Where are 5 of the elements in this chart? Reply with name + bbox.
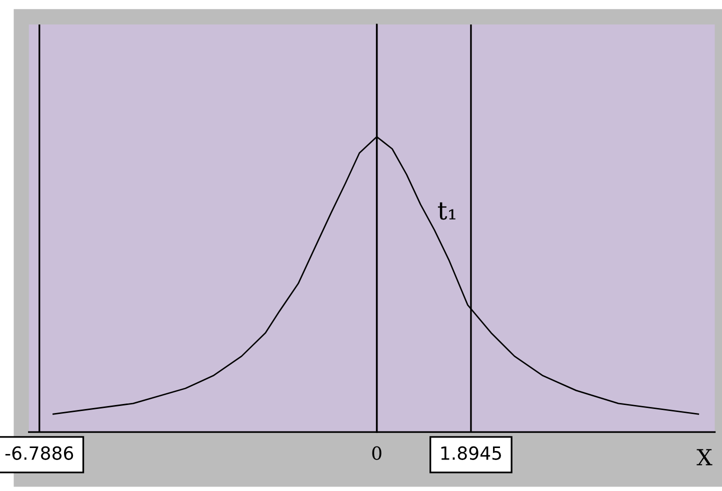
x-tick-label: 1.8945	[441, 446, 501, 460]
x-axis-title: X	[696, 449, 712, 466]
annotation: t₁	[438, 202, 456, 220]
x-tick-label: -6.7886	[5, 446, 74, 460]
x-tick-label: 0	[372, 446, 382, 460]
